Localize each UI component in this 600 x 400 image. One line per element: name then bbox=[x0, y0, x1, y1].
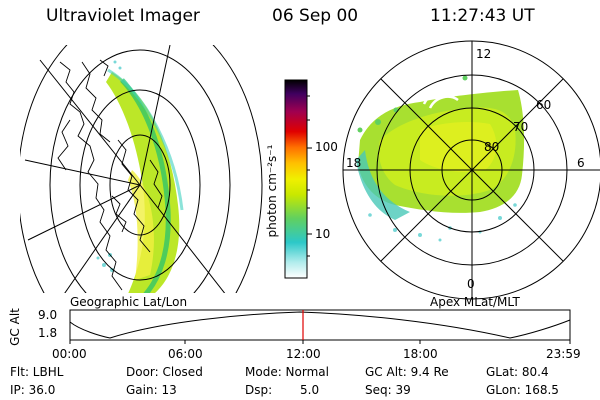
info-gain: Gain: 13 bbox=[126, 383, 177, 397]
date-label: 06 Sep 00 bbox=[272, 6, 359, 26]
time-tick-0600: 06:00 bbox=[168, 347, 203, 361]
colorbar-unit: photon cm⁻²s⁻¹ bbox=[265, 144, 279, 238]
geographic-map bbox=[20, 45, 263, 293]
polar-plot bbox=[342, 40, 600, 300]
time-tick-1800: 18:00 bbox=[403, 347, 438, 361]
mlt-label-0: 0 bbox=[467, 277, 475, 291]
mlt-label-18: 18 bbox=[346, 156, 362, 170]
info-mode: Mode: Normal bbox=[245, 365, 329, 379]
apex-panel-label: Apex MLat/MLT bbox=[430, 295, 520, 309]
info-seq: Seq: 39 bbox=[365, 383, 411, 397]
info-ip: IP: 36.0 bbox=[10, 383, 56, 397]
gc-alt-axis-label: GC Alt bbox=[8, 308, 22, 346]
gc-alt-tick-9: 9.0 bbox=[38, 308, 58, 322]
colorbar-tick-10: 10 bbox=[315, 227, 331, 241]
mlt-label-6: 6 bbox=[577, 156, 585, 170]
info-filter: Flt: LBHL bbox=[10, 365, 64, 379]
time-tick-0000: 00:00 bbox=[52, 347, 87, 361]
mlat-label-70: 70 bbox=[513, 120, 529, 134]
geographic-panel-label: Geographic Lat/Lon bbox=[70, 295, 188, 309]
info-dsp-value: 5.0 bbox=[300, 383, 320, 397]
info-gc-alt: GC Alt: 9.4 Re bbox=[365, 365, 449, 379]
time-tick-2359: 23:59 bbox=[546, 347, 581, 361]
info-glon: GLon: 168.5 bbox=[486, 383, 559, 397]
time-label: 11:27:43 UT bbox=[430, 6, 535, 26]
gc-alt-tick-1_8: 1.8 bbox=[38, 326, 58, 340]
info-glat: GLat: 80.4 bbox=[486, 365, 549, 379]
colorbar-tick-100: 100 bbox=[315, 140, 338, 154]
info-dsp-label: Dsp: bbox=[245, 383, 273, 397]
mlat-label-60: 60 bbox=[536, 98, 552, 112]
mlt-label-12: 12 bbox=[476, 47, 492, 61]
mlat-label-80: 80 bbox=[484, 140, 500, 154]
altitude-timeline bbox=[69, 309, 571, 344]
time-tick-1200: 12:00 bbox=[286, 347, 321, 361]
colorbar bbox=[284, 79, 312, 279]
instrument-title: Ultraviolet Imager bbox=[46, 6, 200, 26]
info-door: Door: Closed bbox=[126, 365, 203, 379]
